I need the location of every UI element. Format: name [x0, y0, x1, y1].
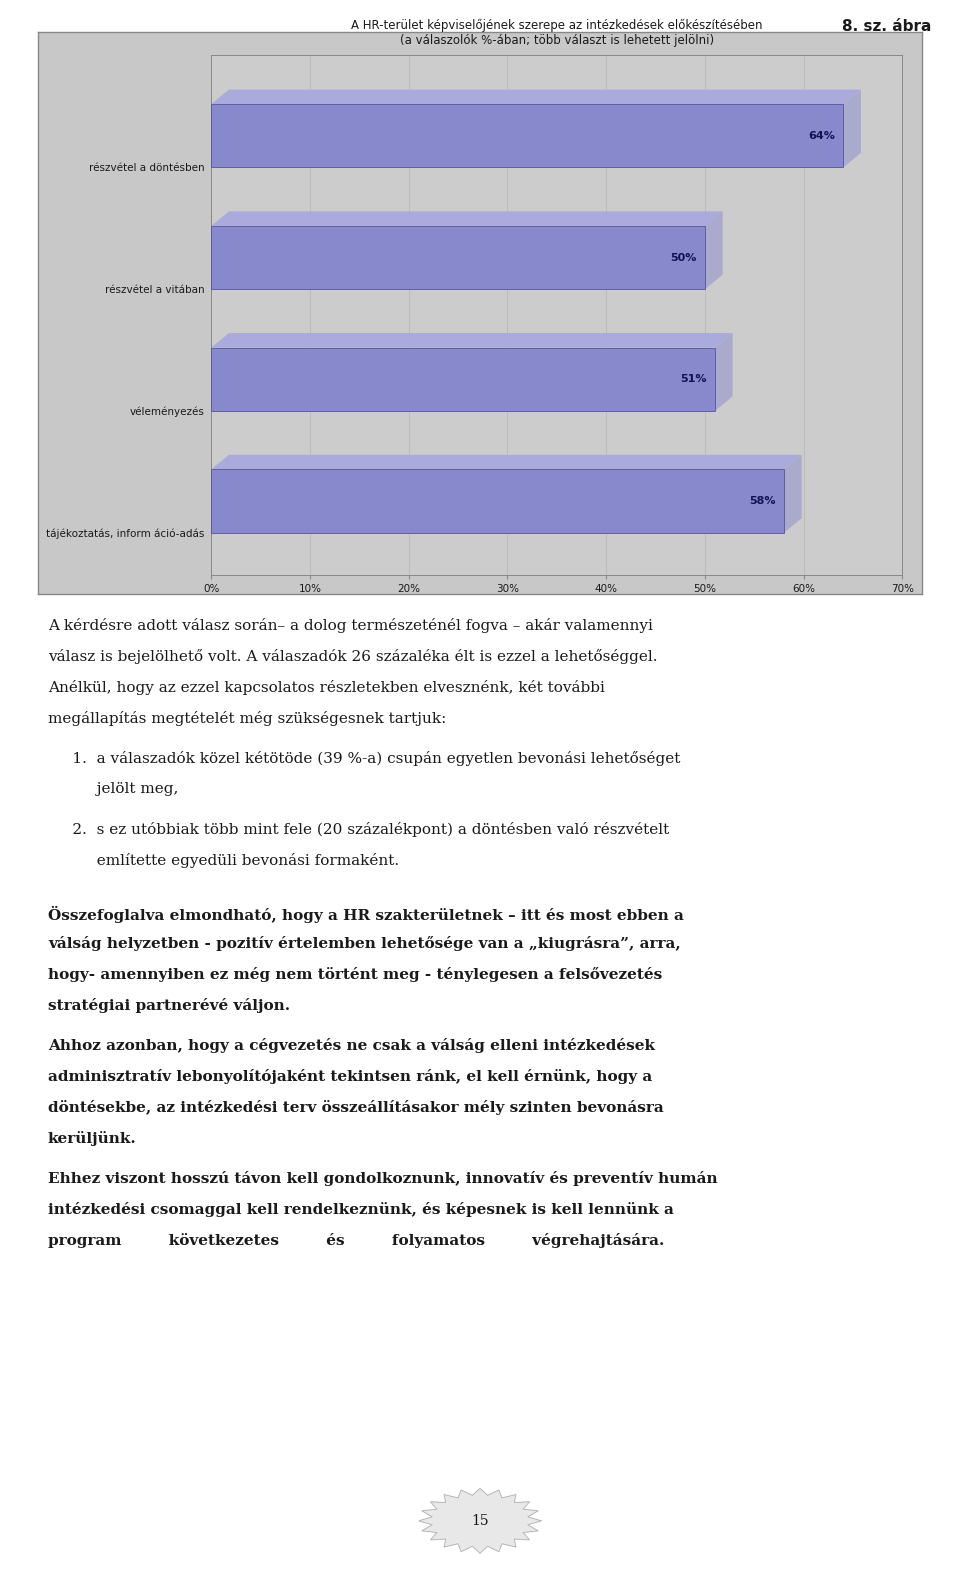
Bar: [211, 469, 784, 533]
Bar: [211, 105, 843, 168]
Bar: [211, 227, 705, 288]
Text: 51%: 51%: [681, 374, 707, 384]
Text: kerüljünk.: kerüljünk.: [48, 1132, 136, 1146]
Text: 15: 15: [471, 1514, 489, 1528]
Text: 8. sz. ábra: 8. sz. ábra: [842, 19, 931, 33]
Polygon shape: [715, 333, 732, 411]
Text: Összefoglalva elmondható, hogy a HR szakterületnek – itt és most ebben a: Összefoglalva elmondható, hogy a HR szak…: [48, 905, 684, 922]
Text: intézkedési csomaggal kell rendelkeznünk, és képesnek is kell lennünk a: intézkedési csomaggal kell rendelkeznünk…: [48, 1203, 674, 1217]
Polygon shape: [705, 211, 723, 288]
Text: Anélkül, hogy az ezzel kapcsolatos részletekben elvesznénk, két további: Anélkül, hogy az ezzel kapcsolatos részl…: [48, 680, 605, 694]
Text: jelölt meg,: jelölt meg,: [48, 781, 179, 796]
Polygon shape: [843, 90, 861, 168]
Text: 58%: 58%: [750, 496, 776, 506]
Text: 2.  s ez utóbbiak több mint fele (20 százalékpont) a döntésben való részvételt: 2. s ez utóbbiak több mint fele (20 száz…: [48, 823, 669, 837]
Text: Ehhez viszont hosszú távon kell gondolkoznunk, innovatív és preventív humán: Ehhez viszont hosszú távon kell gondolko…: [48, 1171, 718, 1187]
Polygon shape: [211, 333, 732, 347]
Bar: [211, 347, 715, 411]
Title: A HR-terület képviselőjének szerepe az intézkedések előkészítésében
(a válaszoló: A HR-terület képviselőjének szerepe az i…: [351, 19, 762, 48]
Text: válasz is bejelölhető volt. A válaszadók 26 százaléka élt is ezzel a lehetőségge: válasz is bejelölhető volt. A válaszadók…: [48, 650, 658, 664]
Text: megállapítás megtételét még szükségesnek tartjuk:: megállapítás megtételét még szükségesnek…: [48, 710, 446, 726]
Text: 1.  a válaszadók közel kétötöde (39 %-a) csupán egyetlen bevonási lehetőséget: 1. a válaszadók közel kétötöde (39 %-a) …: [48, 751, 681, 766]
Text: hogy- amennyiben ez még nem történt meg - ténylegesen a felsővezetés: hogy- amennyiben ez még nem történt meg …: [48, 967, 662, 983]
Text: 64%: 64%: [808, 132, 835, 141]
Polygon shape: [419, 1488, 541, 1553]
Text: A kérdésre adott válasz során– a dolog természeténél fogva – akár valamennyi: A kérdésre adott válasz során– a dolog t…: [48, 618, 653, 632]
Text: 50%: 50%: [671, 252, 697, 263]
Text: Ahhoz azonban, hogy a cégvezetés ne csak a válság elleni intézkedések: Ahhoz azonban, hogy a cégvezetés ne csak…: [48, 1038, 655, 1054]
Polygon shape: [211, 455, 802, 469]
Polygon shape: [784, 455, 802, 533]
Text: program         következetes         és         folyamatos         végrehajtásár: program következetes és folyamatos végre…: [48, 1233, 664, 1249]
Text: válság helyzetben - pozitív értelemben lehetősége van a „kiugrásra”, arra,: válság helyzetben - pozitív értelemben l…: [48, 937, 681, 951]
Text: stratégiai partnerévé váljon.: stratégiai partnerévé váljon.: [48, 999, 290, 1013]
Text: döntésekbe, az intézkedési terv összeállításakor mély szinten bevonásra: döntésekbe, az intézkedési terv összeáll…: [48, 1100, 663, 1116]
Text: adminisztratív lebonyolítójaként tekintsen ránk, el kell érnünk, hogy a: adminisztratív lebonyolítójaként tekints…: [48, 1070, 652, 1084]
Text: említette egyedüli bevonási formaként.: említette egyedüli bevonási formaként.: [48, 853, 399, 869]
Polygon shape: [211, 211, 723, 227]
Polygon shape: [211, 90, 861, 105]
